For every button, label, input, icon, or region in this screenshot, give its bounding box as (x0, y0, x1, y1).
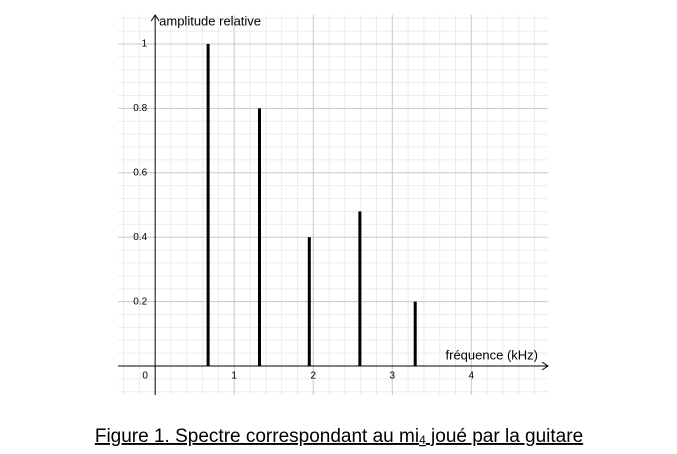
y-tick-label: 1 (142, 39, 148, 50)
y-axis-label: amplitude relative (159, 13, 261, 28)
x-tick-label: 4 (469, 371, 475, 382)
x-tick-label: 0 (142, 371, 148, 382)
caption-subscript: 4 (419, 433, 426, 447)
caption-rest: joué par la guitare (426, 426, 583, 447)
y-tick-label: 0.8 (133, 103, 147, 114)
y-axis-arrow (150, 14, 160, 22)
caption-text: Figure 1. Spectre correspondant au mi (95, 426, 419, 447)
x-tick-label: 2 (310, 371, 316, 382)
x-tick-label: 1 (231, 371, 237, 382)
bar (206, 43, 210, 367)
bar (257, 108, 261, 367)
bar (413, 301, 417, 367)
bar (358, 211, 362, 367)
caption: Figure 1. Spectre correspondant au mi4 j… (95, 426, 583, 447)
y-tick-label: 0.6 (133, 167, 147, 178)
y-tick-label: 0.2 (133, 296, 147, 307)
x-axis-arrow (541, 361, 549, 371)
bar (307, 237, 311, 367)
x-axis-label: fréquence (kHz) (446, 347, 538, 362)
x-tick-label: 3 (390, 371, 396, 382)
y-tick-label: 0.4 (133, 232, 147, 243)
